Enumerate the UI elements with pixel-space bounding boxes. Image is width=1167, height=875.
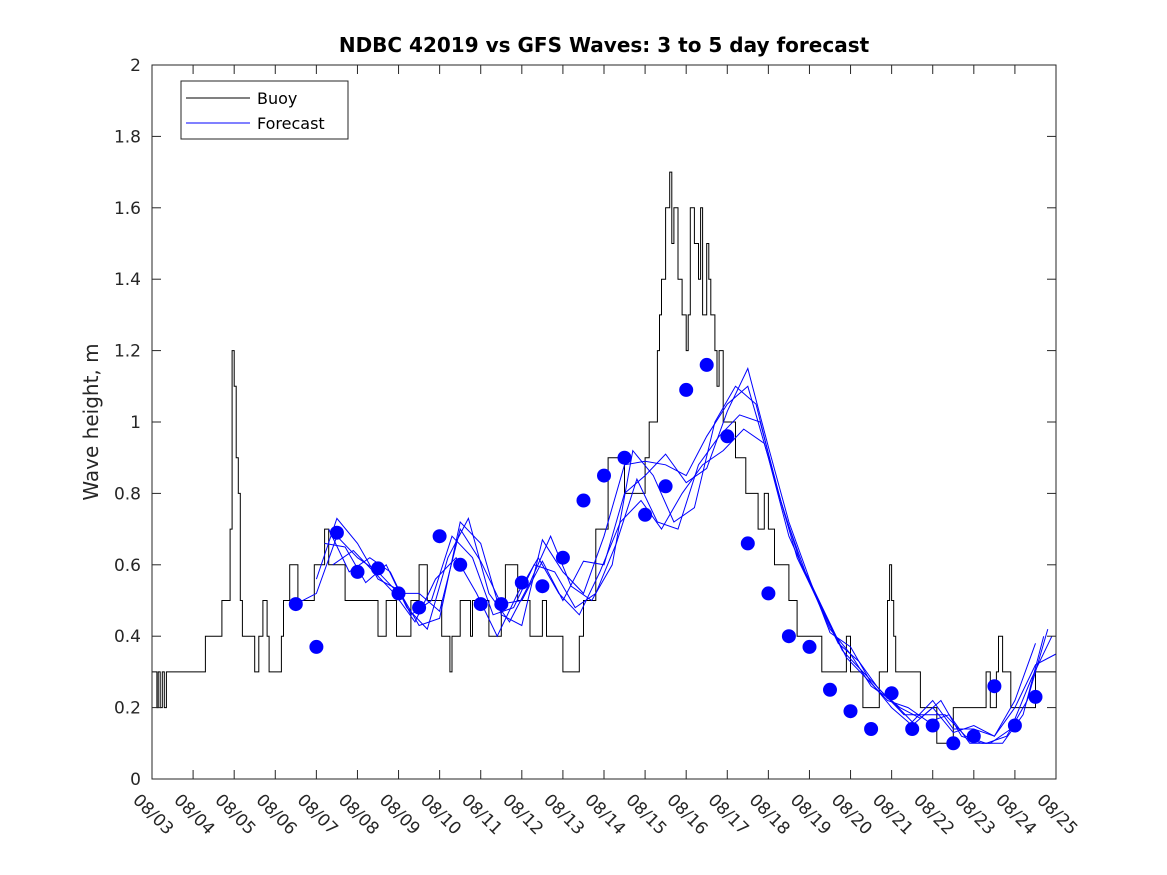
- forecast-point: [843, 704, 858, 719]
- legend: Buoy Forecast: [180, 80, 349, 140]
- forecast-point: [987, 679, 1002, 694]
- forecast-point: [679, 382, 694, 397]
- forecast-point: [350, 564, 365, 579]
- chart-title: NDBC 42019 vs GFS Waves: 3 to 5 day fore…: [339, 33, 870, 57]
- forecast-point: [309, 639, 324, 654]
- forecast-point: [781, 629, 796, 644]
- forecast-series-line-2: [315, 385, 1036, 737]
- forecast-point: [740, 536, 755, 551]
- y-tick-label: 1.4: [114, 270, 141, 290]
- y-tick-label: 1: [130, 413, 141, 433]
- forecast-point: [494, 597, 509, 612]
- forecast-point: [1028, 689, 1043, 704]
- forecast-point: [576, 493, 591, 508]
- y-axis-label: Wave height, m: [79, 343, 103, 500]
- forecast-point: [617, 450, 632, 465]
- forecast-point: [371, 561, 385, 576]
- forecast-point: [391, 586, 406, 601]
- y-tick-label: 1.8: [114, 127, 141, 147]
- forecast-point: [473, 597, 488, 612]
- forecast-point: [699, 357, 714, 372]
- forecast-point: [514, 575, 529, 590]
- forecast-point: [597, 468, 611, 483]
- forecast-series-line-4: [328, 414, 1049, 744]
- forecast-point: [966, 729, 981, 744]
- y-axis-ticks: 0 0.2 0.4 0.6 0.8 1 1.2 1.4 1.6 1.8 2: [114, 56, 1056, 790]
- y-tick-label: 0.4: [114, 627, 141, 647]
- forecast-point: [720, 429, 735, 444]
- forecast-point: [761, 586, 776, 601]
- legend-buoy-label: Buoy: [257, 89, 297, 108]
- y-tick-label: 1.2: [114, 342, 141, 362]
- forecast-point: [658, 479, 673, 494]
- y-tick-label: 0: [130, 770, 141, 790]
- plot-frame: [151, 64, 1057, 780]
- forecast-point: [453, 557, 468, 572]
- y-tick-label: 0.6: [114, 556, 141, 576]
- y-tick-label: 1.6: [114, 199, 141, 219]
- forecast-point: [432, 529, 447, 544]
- forecast-point: [1007, 718, 1022, 733]
- forecast-point: [864, 722, 879, 736]
- legend-box: [180, 80, 349, 140]
- legend-forecast-label: Forecast: [257, 114, 325, 133]
- forecast-point: [823, 682, 837, 697]
- y-tick-label: 0.8: [114, 484, 141, 504]
- forecast-point: [884, 686, 899, 701]
- y-tick-label: 2: [130, 56, 141, 76]
- forecast-point: [946, 736, 961, 751]
- forecast-point: [412, 600, 427, 615]
- forecast-point: [802, 639, 817, 654]
- forecast-point: [535, 579, 550, 594]
- forecast-point: [925, 718, 940, 733]
- forecast-point: [638, 507, 653, 522]
- forecast-point: [905, 722, 920, 736]
- forecast-point: [555, 550, 570, 565]
- buoy-series-line: [152, 171, 1056, 744]
- y-tick-label: 0.2: [114, 699, 141, 719]
- forecast-point: [288, 597, 303, 612]
- forecast-point: [329, 525, 344, 540]
- plot-area: [152, 171, 1057, 751]
